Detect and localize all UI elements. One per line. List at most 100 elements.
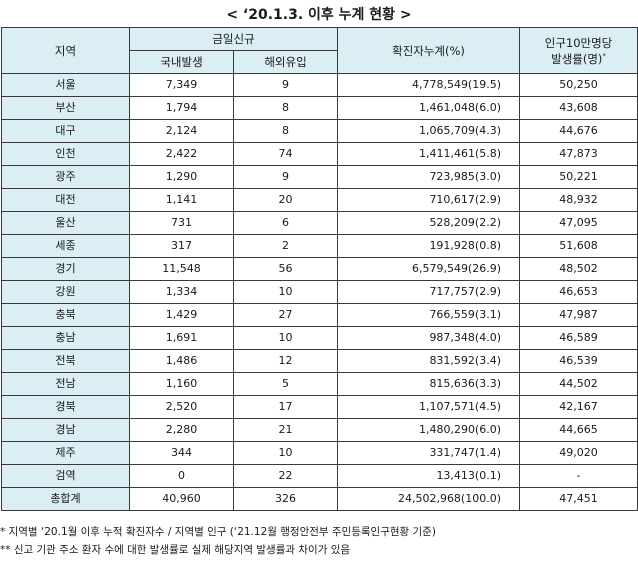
imported-cell: 9 [232, 165, 339, 189]
region-cell: 대구 [1, 119, 130, 143]
region-cell: 울산 [1, 211, 130, 235]
header-rate-footnote-mark: * [602, 51, 606, 60]
rate-cell: - [519, 464, 638, 488]
table-title: < ‘20.1.3. 이후 누계 현황 > [226, 7, 412, 23]
cumulative-cell: 766,559(3.1) [337, 303, 521, 327]
rate-cell: 50,250 [519, 73, 638, 97]
cumulative-cell: 331,747(1.4) [337, 441, 521, 465]
table-row: 서울 7,349 9 4,778,549(19.5) 50,250 [1, 73, 638, 97]
region-cell: 경북 [1, 395, 130, 419]
cumulative-cell: 723,985(3.0) [337, 165, 521, 189]
region-cell: 전남 [1, 372, 130, 396]
cumulative-cell: 13,413(0.1) [337, 464, 521, 488]
cumulative-cell: 1,461,048(6.0) [337, 96, 521, 120]
header-new-cases: 금일신규 [128, 27, 339, 51]
imported-cell: 27 [232, 303, 339, 327]
imported-cell: 10 [232, 280, 339, 304]
imported-cell: 21 [232, 418, 339, 442]
rate-cell: 47,095 [519, 211, 638, 235]
imported-cell: 74 [232, 142, 339, 166]
cumulative-cell: 191,928(0.8) [337, 234, 521, 258]
domestic-cell: 2,422 [129, 142, 234, 166]
imported-cell: 56 [232, 257, 339, 281]
cumulative-cell: 1,065,709(4.3) [337, 119, 521, 143]
imported-cell: 8 [232, 119, 339, 143]
region-cell: 인천 [1, 142, 130, 166]
cumulative-cell: 1,107,571(4.5) [337, 395, 521, 419]
rate-cell: 46,589 [519, 326, 638, 350]
rate-cell: 43,608 [519, 96, 638, 120]
region-cell: 세종 [1, 234, 130, 258]
domestic-cell: 0 [129, 464, 234, 488]
table-row: 충북 1,429 27 766,559(3.1) 47,987 [1, 303, 638, 327]
cumulative-cell: 987,348(4.0) [337, 326, 521, 350]
region-cell: 총합계 [1, 487, 130, 511]
rate-cell: 44,665 [519, 418, 638, 442]
region-cell: 전북 [1, 349, 130, 373]
domestic-cell: 731 [129, 211, 234, 235]
rate-cell: 47,873 [519, 142, 638, 166]
header-region: 지역 [1, 27, 130, 74]
cumulative-cell: 831,592(3.4) [337, 349, 521, 373]
table-row: 대구 2,124 8 1,065,709(4.3) 44,676 [1, 119, 638, 143]
table-row: 전북 1,486 12 831,592(3.4) 46,539 [1, 349, 638, 373]
table-row: 세종 317 2 191,928(0.8) 51,608 [1, 234, 638, 258]
region-cell: 충남 [1, 326, 130, 350]
imported-cell: 22 [232, 464, 339, 488]
table-row: 전남 1,160 5 815,636(3.3) 44,502 [1, 372, 638, 396]
domestic-cell: 317 [129, 234, 234, 258]
cumulative-cell: 24,502,968(100.0) [337, 487, 521, 511]
region-cell: 경남 [1, 418, 130, 442]
table-row: 강원 1,334 10 717,757(2.9) 46,653 [1, 280, 638, 304]
rate-cell: 44,502 [519, 372, 638, 396]
region-cell: 광주 [1, 165, 130, 189]
imported-cell: 9 [232, 73, 339, 97]
imported-cell: 10 [232, 441, 339, 465]
rate-cell: 44,676 [519, 119, 638, 143]
domestic-cell: 2,520 [129, 395, 234, 419]
table-row: 경북 2,520 17 1,107,571(4.5) 42,167 [1, 395, 638, 419]
domestic-cell: 2,280 [129, 418, 234, 442]
cumulative-cell: 815,636(3.3) [337, 372, 521, 396]
cumulative-cases-table: 지역 금일신규 확진자누계(%) 인구10만명당 발생률(명)* 국내발생 해외… [1, 27, 638, 511]
domestic-cell: 11,548 [129, 257, 234, 281]
cumulative-cell: 4,778,549(19.5) [337, 73, 521, 97]
table-row: 경남 2,280 21 1,480,290(6.0) 44,665 [1, 418, 638, 442]
table-row: 인천 2,422 74 1,411,461(5.8) 47,873 [1, 142, 638, 166]
region-cell: 충북 [1, 303, 130, 327]
footnotes: * 지역별 ‘20.1월 이후 누적 확진자수 / 지역별 인구 (‘21.12… [0, 523, 638, 559]
region-cell: 서울 [1, 73, 130, 97]
region-cell: 강원 [1, 280, 130, 304]
table-row: 검역 0 22 13,413(0.1) - [1, 464, 638, 488]
domestic-cell: 2,124 [129, 119, 234, 143]
rate-cell: 48,502 [519, 257, 638, 281]
domestic-cell: 40,960 [129, 487, 234, 511]
imported-cell: 326 [232, 487, 339, 511]
rate-cell: 51,608 [519, 234, 638, 258]
region-cell: 대전 [1, 188, 130, 212]
imported-cell: 5 [232, 372, 339, 396]
region-cell: 부산 [1, 96, 130, 120]
rate-cell: 46,653 [519, 280, 638, 304]
footnote-2: ** 신고 기관 주소 환자 수에 대한 발생률로 실제 해당지역 발생률과 차… [0, 544, 351, 556]
imported-cell: 20 [232, 188, 339, 212]
rate-cell: 47,451 [519, 487, 638, 511]
domestic-cell: 1,160 [129, 372, 234, 396]
region-cell: 검역 [1, 464, 130, 488]
rate-cell: 47,987 [519, 303, 638, 327]
domestic-cell: 1,794 [129, 96, 234, 120]
footnote-1: * 지역별 ‘20.1월 이후 누적 확진자수 / 지역별 인구 (‘21.12… [0, 526, 436, 538]
domestic-cell: 1,486 [129, 349, 234, 373]
table-row: 제주 344 10 331,747(1.4) 49,020 [1, 441, 638, 465]
imported-cell: 17 [232, 395, 339, 419]
imported-cell: 12 [232, 349, 339, 373]
domestic-cell: 1,290 [129, 165, 234, 189]
cumulative-cell: 6,579,549(26.9) [337, 257, 521, 281]
table-row: 충남 1,691 10 987,348(4.0) 46,589 [1, 326, 638, 350]
table-row: 경기 11,548 56 6,579,549(26.9) 48,502 [1, 257, 638, 281]
domestic-cell: 344 [129, 441, 234, 465]
rate-cell: 42,167 [519, 395, 638, 419]
table-row: 대전 1,141 20 710,617(2.9) 48,932 [1, 188, 638, 212]
header-cumulative: 확진자누계(%) [337, 27, 521, 74]
